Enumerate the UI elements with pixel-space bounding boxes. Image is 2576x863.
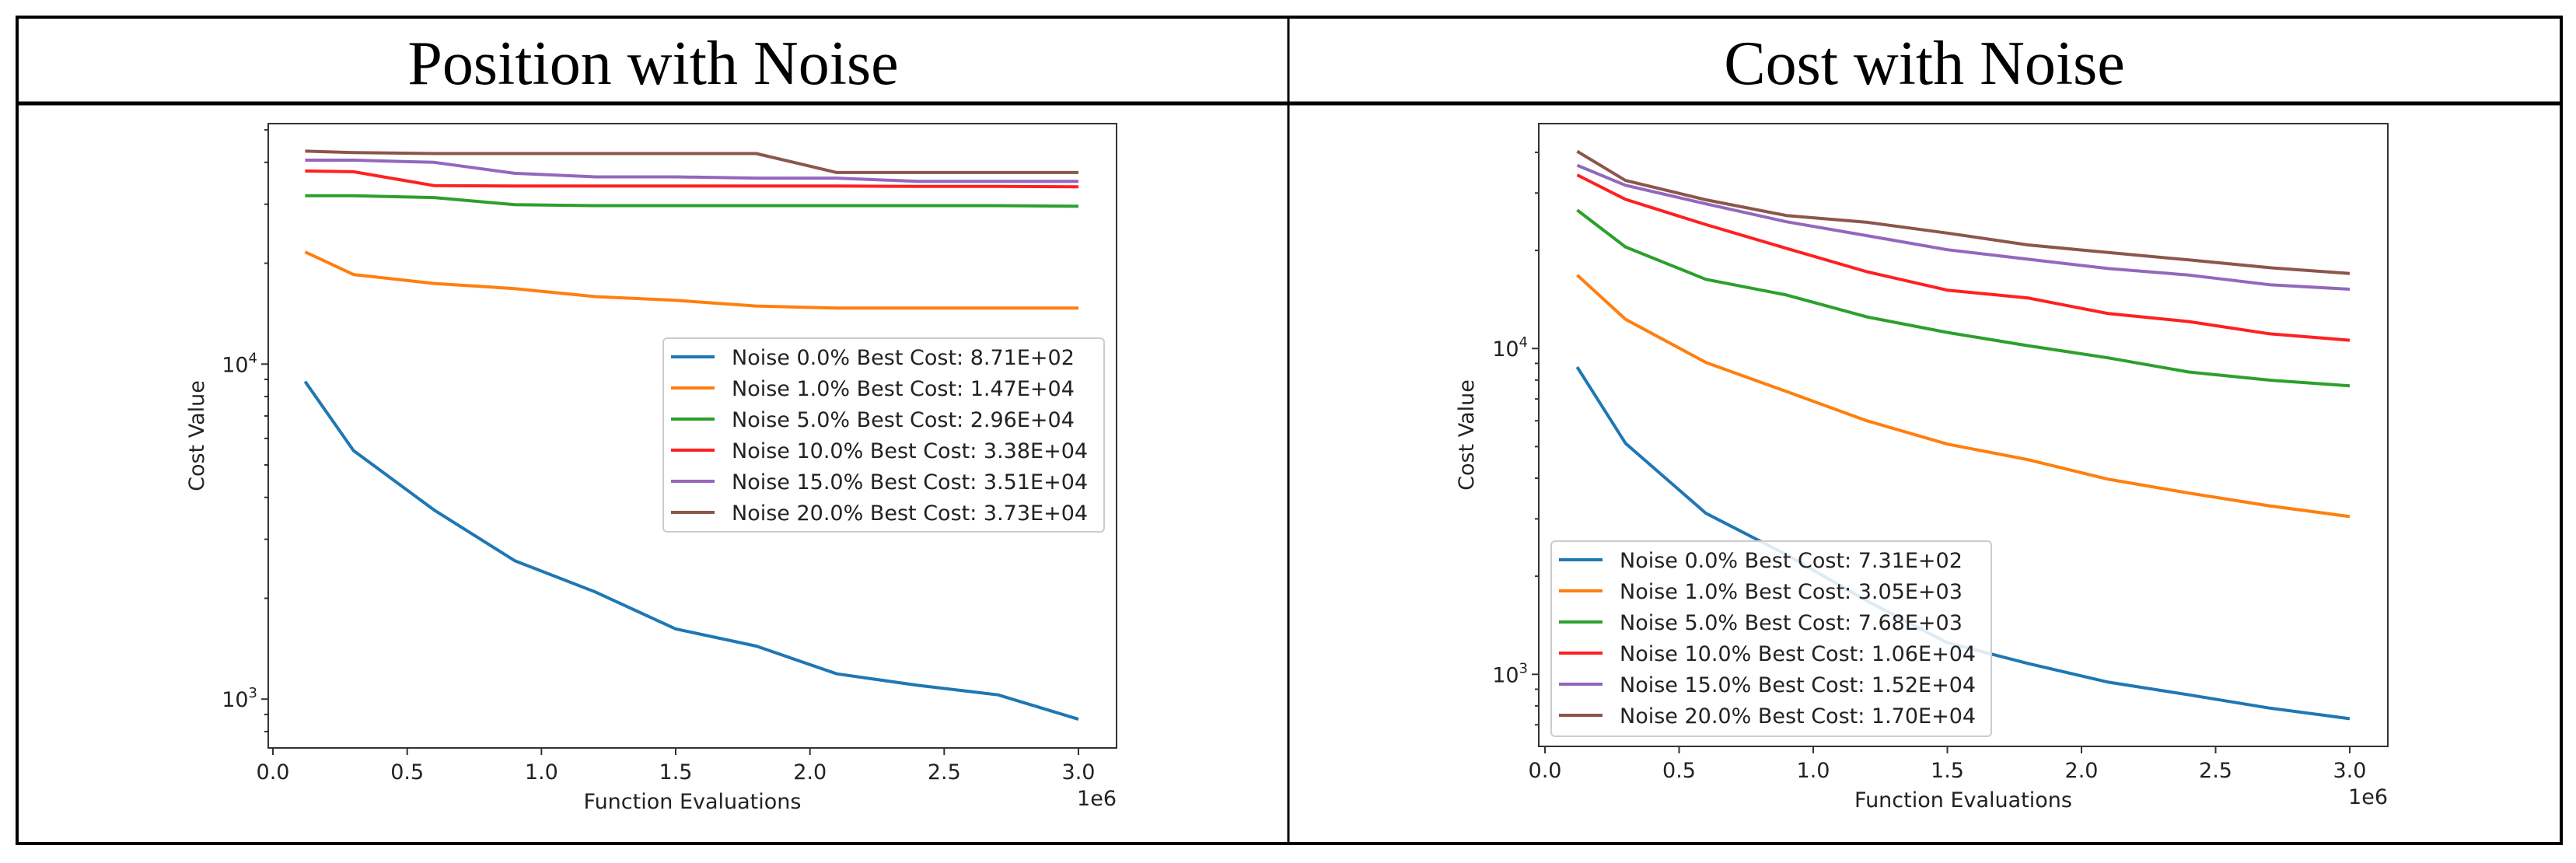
series-line (305, 159, 1078, 183)
series-line (1576, 274, 2351, 519)
series-line (1576, 163, 2351, 291)
series-line (305, 149, 1078, 174)
x-tick-label: 0.5 (1662, 759, 1696, 783)
panel-title-cost: Cost with Noise (1724, 30, 2125, 98)
series-line (305, 169, 1079, 189)
x-tick-label: 0.5 (390, 760, 424, 784)
legend-label: Noise 1.0% Best Cost: 1.47E+04 (732, 377, 1075, 401)
x-tick-label: 3.0 (2333, 759, 2367, 783)
x-tick-label: 1.5 (659, 760, 693, 784)
x-tick-label: 1.5 (1931, 759, 1964, 783)
y-axis-label: Cost Value (1455, 379, 1479, 491)
legend-label: Noise 5.0% Best Cost: 2.96E+04 (732, 408, 1075, 432)
legend (1550, 540, 1992, 737)
x-tick-label: 2.5 (928, 760, 961, 784)
y-tick-label: 104 (1492, 334, 1528, 362)
y-tick-base: 10 (1492, 663, 1519, 687)
x-tick-label: 1.0 (1797, 759, 1830, 783)
x-tick-label: 2.5 (2199, 759, 2232, 783)
series-line (303, 380, 1079, 721)
legend (662, 337, 1105, 533)
legend-label: Noise 10.0% Best Cost: 3.38E+04 (732, 439, 1088, 463)
series-line (305, 194, 1079, 208)
series-line (1576, 149, 2351, 275)
series-line (1576, 208, 2351, 388)
legend-label: Noise 10.0% Best Cost: 1.06E+04 (1620, 642, 1976, 666)
legend-label: Noise 20.0% Best Cost: 3.73E+04 (732, 501, 1088, 526)
legend-label: Noise 15.0% Best Cost: 1.52E+04 (1620, 673, 1976, 697)
series-line (304, 250, 1078, 310)
x-offset-label: 1e6 (2348, 785, 2388, 809)
x-tick-label: 2.0 (2065, 759, 2099, 783)
x-tick-label: 0.0 (257, 760, 290, 784)
x-tick-label: 1.0 (525, 760, 558, 784)
x-axis-label: Function Evaluations (1854, 788, 2072, 812)
y-tick-base: 10 (222, 353, 248, 377)
legend-label: Noise 0.0% Best Cost: 7.31E+02 (1620, 549, 1963, 573)
x-axis-label: Function Evaluations (584, 790, 802, 814)
y-tick-label: 103 (222, 685, 257, 712)
legend-label: Noise 5.0% Best Cost: 7.68E+03 (1620, 611, 1963, 635)
legend-label: Noise 0.0% Best Cost: 8.71E+02 (732, 346, 1075, 370)
y-tick-exponent: 4 (249, 350, 257, 366)
x-tick-label: 3.0 (1062, 760, 1096, 784)
legend-label: Noise 15.0% Best Cost: 3.51E+04 (732, 470, 1088, 494)
legend-label: Noise 20.0% Best Cost: 1.70E+04 (1620, 704, 1976, 728)
y-tick-label: 104 (222, 350, 257, 377)
y-tick-base: 10 (222, 688, 248, 712)
y-tick-exponent: 3 (1519, 660, 1528, 676)
y-tick-exponent: 4 (1519, 334, 1528, 351)
legend-label: Noise 1.0% Best Cost: 3.05E+03 (1620, 580, 1963, 604)
y-tick-label: 103 (1492, 660, 1528, 687)
x-offset-label: 1e6 (1077, 787, 1117, 811)
x-tick-label: 2.0 (793, 760, 827, 784)
x-tick-label: 0.0 (1529, 759, 1562, 783)
series-line (1576, 173, 2351, 342)
y-tick-exponent: 3 (249, 685, 257, 701)
y-tick-base: 10 (1492, 337, 1519, 362)
panel-title-position: Position with Noise (407, 30, 898, 98)
y-axis-label: Cost Value (185, 380, 209, 491)
